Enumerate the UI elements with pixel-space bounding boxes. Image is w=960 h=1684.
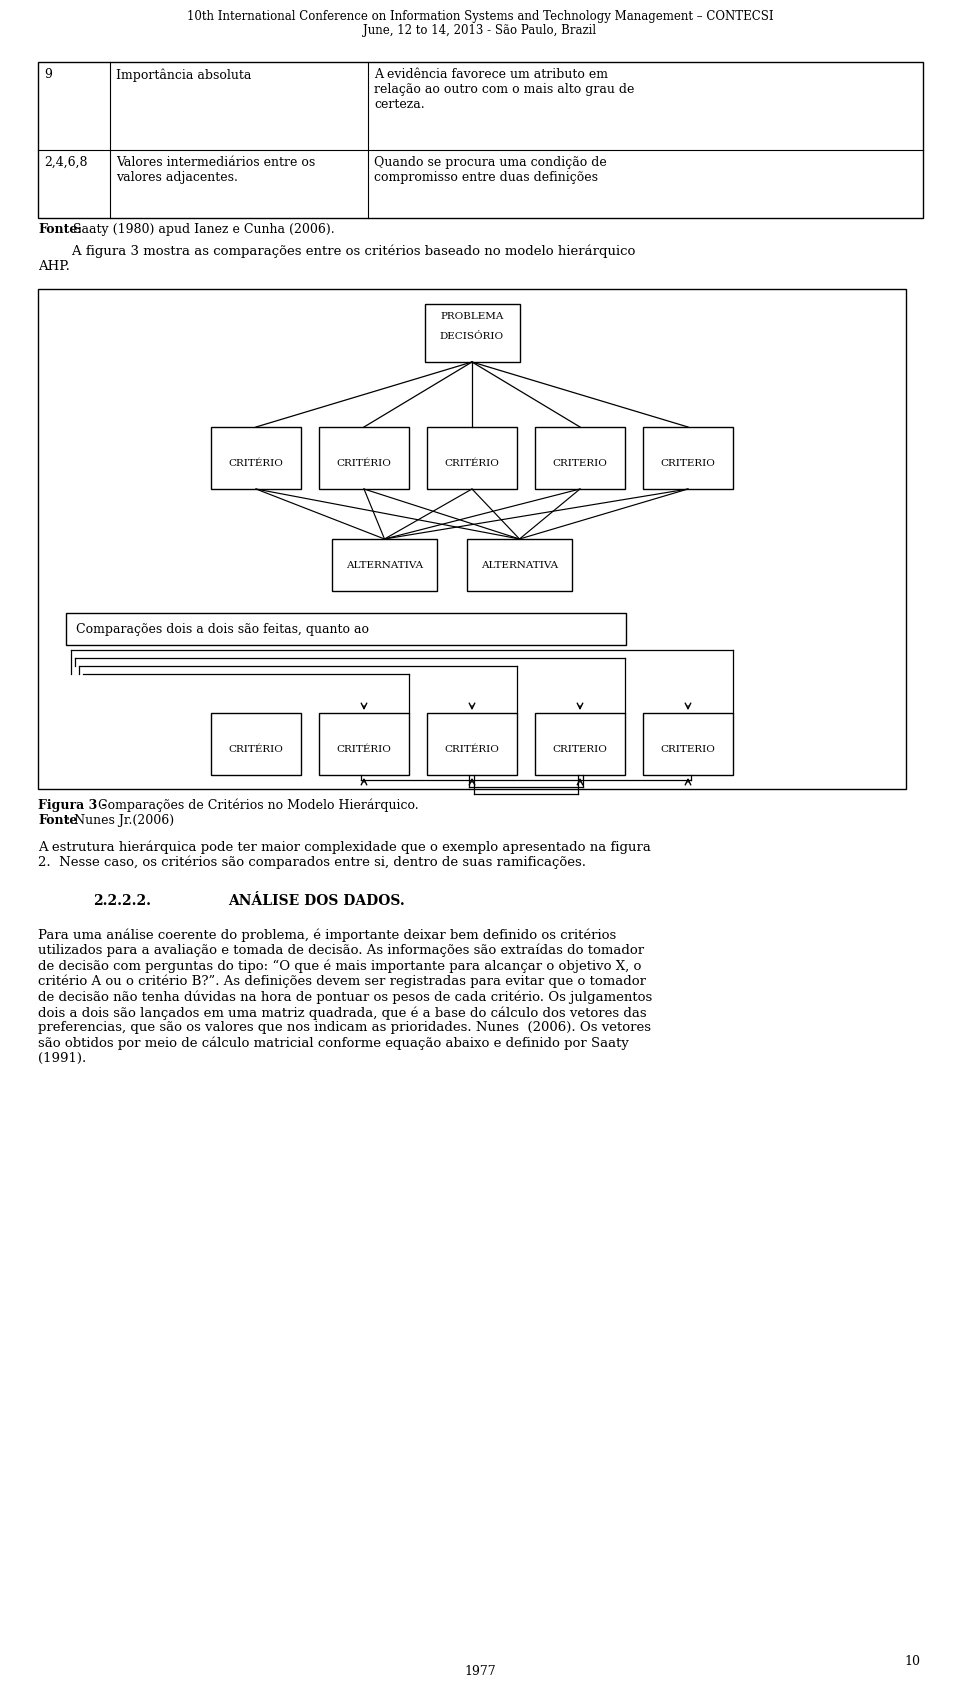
Text: CRITÉRIO: CRITÉRIO	[337, 458, 392, 468]
Bar	[319, 712, 409, 775]
Text: June, 12 to 14, 2013 - São Paulo, Brazil: June, 12 to 14, 2013 - São Paulo, Brazil	[364, 24, 596, 37]
Text: ANÁLISE DOS DADOS.: ANÁLISE DOS DADOS.	[228, 894, 405, 908]
Bar	[427, 712, 517, 775]
Bar	[38, 290, 906, 790]
Text: PROBLEMA: PROBLEMA	[441, 312, 504, 322]
Text: 1977: 1977	[465, 1665, 495, 1677]
Bar	[211, 428, 301, 488]
Text: CRITÉRIO: CRITÉRIO	[337, 744, 392, 753]
Bar	[38, 62, 923, 217]
Text: A figura 3 mostra as comparações entre os critérios baseado no modelo hierárquic: A figura 3 mostra as comparações entre o…	[38, 244, 636, 273]
Text: A estrutura hierárquica pode ter maior complexidade que o exemplo apresentado na: A estrutura hierárquica pode ter maior c…	[38, 840, 651, 869]
Text: 2,4,6,8: 2,4,6,8	[44, 157, 87, 168]
Text: Valores intermediários entre os
valores adjacentes.: Valores intermediários entre os valores …	[116, 157, 315, 184]
Text: Comparações de Critérios no Modelo Hierárquico.: Comparações de Critérios no Modelo Hierá…	[94, 798, 419, 812]
Bar	[643, 712, 733, 775]
Bar	[535, 712, 625, 775]
Text: 10th International Conference on Information Systems and Technology Management –: 10th International Conference on Informa…	[186, 10, 774, 24]
Text: ALTERNATIVA: ALTERNATIVA	[346, 561, 423, 569]
Text: Fonte:: Fonte:	[38, 222, 82, 236]
Text: ALTERNATIVA: ALTERNATIVA	[481, 561, 558, 569]
Bar	[424, 305, 519, 362]
Text: CRITERIO: CRITERIO	[660, 458, 715, 468]
Text: Figura 3 -: Figura 3 -	[38, 798, 107, 812]
Text: 2.2.2.2.: 2.2.2.2.	[93, 894, 151, 908]
Bar	[319, 428, 409, 488]
Text: DECISÓRIO: DECISÓRIO	[440, 332, 504, 340]
Text: : Nunes Jr.(2006): : Nunes Jr.(2006)	[66, 813, 174, 827]
Text: Fonte: Fonte	[38, 813, 78, 827]
Bar	[427, 428, 517, 488]
Text: Saaty (1980) apud Ianez e Cunha (2006).: Saaty (1980) apud Ianez e Cunha (2006).	[73, 222, 335, 236]
Text: Importância absoluta: Importância absoluta	[116, 67, 252, 81]
Bar	[535, 428, 625, 488]
Text: CRITERIO: CRITERIO	[553, 744, 608, 753]
Text: CRITERIO: CRITERIO	[660, 744, 715, 753]
Bar	[332, 539, 437, 591]
Text: Quando se procura uma condição de
compromisso entre duas definições: Quando se procura uma condição de compro…	[374, 157, 607, 184]
Bar	[211, 712, 301, 775]
Bar	[66, 613, 626, 645]
Text: Para uma análise coerente do problema, é importante deixar bem definido os crité: Para uma análise coerente do problema, é…	[38, 928, 652, 1064]
Text: 10: 10	[904, 1655, 920, 1667]
Text: CRITERIO: CRITERIO	[553, 458, 608, 468]
Text: 9: 9	[44, 67, 52, 81]
Bar	[467, 539, 572, 591]
Bar	[643, 428, 733, 488]
Text: CRITÉRIO: CRITÉRIO	[228, 744, 283, 753]
Text: A evidência favorece um atributo em
relação ao outro com o mais alto grau de
cer: A evidência favorece um atributo em rela…	[374, 67, 635, 111]
Text: Comparações dois a dois são feitas, quanto ao: Comparações dois a dois são feitas, quan…	[76, 623, 369, 635]
Text: CRITÉRIO: CRITÉRIO	[444, 744, 499, 753]
Text: CRITÉRIO: CRITÉRIO	[444, 458, 499, 468]
Text: CRITÉRIO: CRITÉRIO	[228, 458, 283, 468]
